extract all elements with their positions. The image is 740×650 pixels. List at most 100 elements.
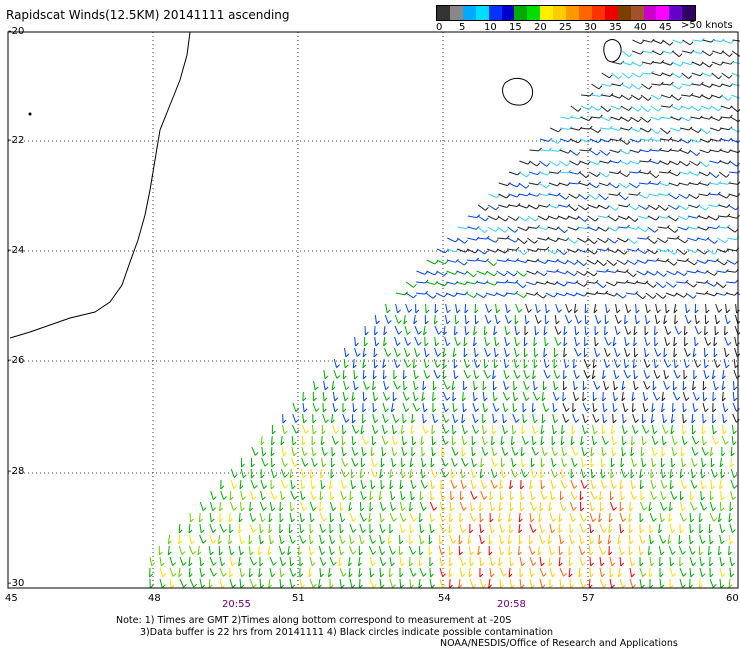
wind-barb	[575, 281, 585, 287]
wind-barb-flag	[658, 529, 662, 534]
wind-barb-flag	[359, 551, 363, 556]
wind-barb-flag	[635, 225, 640, 230]
wind-barb-flag	[331, 540, 336, 545]
wind-barb-flag	[584, 342, 589, 347]
wind-barb-flag	[232, 584, 236, 588]
wind-barb	[631, 424, 636, 434]
wind-barb-flag	[607, 159, 612, 164]
wind-barb-flag	[258, 551, 262, 556]
wind-barb-flag	[674, 271, 678, 276]
wind-barb-flag	[509, 485, 514, 490]
wind-barb-flag	[432, 452, 436, 457]
wind-barb	[435, 281, 445, 287]
wind-barb	[632, 402, 634, 413]
wind-barb	[616, 248, 625, 255]
wind-barb-flag	[519, 573, 524, 578]
wind-barb	[569, 160, 578, 166]
wind-barb	[644, 336, 648, 346]
wind-barb-flag	[576, 151, 581, 156]
wind-barb	[333, 358, 338, 368]
wind-barb-flag	[601, 463, 606, 468]
wind-barb-flag	[431, 430, 436, 435]
wind-barb	[399, 512, 404, 522]
wind-barb-flag	[650, 70, 654, 75]
wind-barb-flag	[650, 60, 655, 65]
wind-barb	[575, 292, 585, 297]
wind-barb	[661, 402, 664, 412]
wind-barb	[645, 292, 654, 299]
wind-barb	[339, 523, 341, 534]
wind-barb	[299, 512, 303, 522]
wind-barb-flag	[504, 430, 509, 435]
wind-barb-flag	[342, 408, 347, 413]
wind-barb	[671, 50, 680, 58]
wind-barb-flag	[484, 408, 488, 413]
wind-barb-flag	[352, 550, 357, 555]
wind-barb-flag	[516, 342, 520, 347]
wind-barb	[280, 468, 286, 478]
wind-barb	[348, 556, 351, 566]
wind-barb-flag	[591, 474, 596, 479]
wind-barb-flag	[546, 309, 550, 314]
wind-barb	[511, 424, 514, 435]
wind-barb	[539, 160, 547, 167]
wind-barb-flag	[540, 441, 545, 446]
wind-barb	[515, 292, 524, 298]
wind-barb	[624, 314, 626, 325]
wind-barb-flag	[652, 463, 657, 468]
wind-barb	[641, 72, 651, 75]
wind-barb-flag	[534, 240, 538, 244]
wind-barb	[569, 578, 572, 589]
wind-barb	[567, 215, 577, 220]
wind-barb	[727, 226, 736, 233]
wind-barb	[686, 259, 695, 266]
wind-barb	[362, 347, 365, 357]
wind-barb-flag	[252, 496, 257, 501]
wind-barb-flag	[429, 562, 434, 567]
wind-barb-flag	[170, 584, 175, 589]
wind-barb	[716, 270, 726, 273]
wind-barb-flag	[514, 473, 519, 478]
wind-barb	[569, 138, 579, 144]
wind-barb-flag	[342, 375, 347, 380]
wind-barb-flag	[181, 551, 186, 555]
wind-barb	[731, 424, 734, 434]
wind-barb-flag	[716, 320, 721, 325]
wind-barb-flag	[678, 106, 683, 111]
wind-barb	[578, 567, 581, 577]
wind-barb-flag	[500, 496, 504, 501]
wind-barb	[646, 270, 655, 276]
wind-barb-flag	[541, 485, 545, 490]
wind-barb	[615, 292, 624, 299]
wind-barb	[570, 479, 575, 489]
wind-barb	[680, 479, 685, 489]
wind-barb-flag	[638, 85, 643, 90]
wind-barb	[700, 116, 710, 120]
wind-barb	[259, 501, 264, 511]
wind-barb-flag	[403, 452, 408, 457]
wind-barb-flag	[679, 62, 684, 67]
wind-barb-flag	[172, 573, 177, 577]
wind-barb-flag	[302, 397, 307, 402]
wind-barb-flag	[583, 485, 588, 489]
wind-barb-flag	[501, 540, 505, 545]
wind-barb-flag	[353, 408, 358, 413]
wind-barb	[573, 369, 577, 379]
wind-barb	[621, 424, 625, 434]
wind-barb-flag	[407, 342, 411, 346]
wind-barb-flag	[373, 474, 378, 478]
wind-barb-flag	[523, 294, 528, 298]
wind-barb	[649, 160, 659, 165]
wind-barb	[199, 512, 201, 523]
wind-barb-flag	[665, 430, 669, 434]
wind-barb-flag	[318, 584, 322, 589]
wind-barb-flag	[373, 353, 378, 358]
wind-barb	[258, 567, 261, 577]
wind-barb	[639, 534, 643, 544]
wind-barb-flag	[641, 584, 645, 589]
wind-barb	[608, 523, 611, 533]
wind-barb	[537, 237, 547, 241]
wind-barb-flag	[713, 250, 718, 255]
wind-barb	[300, 468, 304, 478]
wind-barb-flag	[647, 119, 652, 123]
